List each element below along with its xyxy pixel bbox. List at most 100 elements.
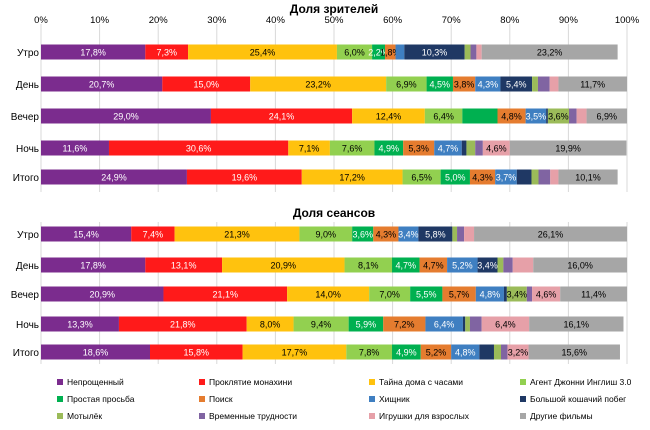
bar-segment [174,226,300,242]
bar-segment [506,286,527,302]
data-label: 19,9% [555,144,581,154]
data-label: 3,4% [398,230,419,240]
legend-label: Тайна дома с часами [379,377,463,387]
x-tick-label: 80% [500,15,520,26]
legend-swatch [57,413,63,419]
bar-segment [451,344,480,360]
bar-segment [531,169,539,185]
x-tick-label: 10% [90,15,110,26]
legend-label: Игрушки для взрослых [379,411,470,421]
data-label: 6,9% [396,80,417,90]
bar-segment [41,286,164,302]
bar-segment [462,108,498,124]
x-tick-label: 70% [442,15,462,26]
bar-segment [145,257,223,273]
data-label: 1,8% [380,48,401,58]
bar-segment [352,108,425,124]
data-label: 17,8% [80,261,106,271]
data-label: 5,9% [356,320,377,330]
bar-segment [464,226,475,242]
bar-segment [41,316,119,332]
legend-label: Непрощенный [67,377,124,387]
bar-segment [425,316,463,332]
bar-segment [529,316,624,332]
bar-segment [466,140,476,156]
bar-segment [558,76,627,92]
category-label: Ночь [16,320,39,331]
bar-segment [346,344,393,360]
data-label: 3,2% [508,348,529,358]
data-label: 4,6% [536,290,557,300]
bar-segment [503,257,513,273]
data-label: 3,4% [477,261,498,271]
data-label: 4,7% [396,261,417,271]
data-label: 30,6% [186,144,212,154]
data-label: 12,4% [376,112,402,122]
bar-segment [537,76,550,92]
legend-label: Простая просьба [67,394,135,404]
data-label: 6,5% [411,173,432,183]
data-label: 7,0% [379,290,400,300]
x-tick-label: 0% [34,15,48,26]
legend-swatch [199,379,205,385]
bar-segment [163,286,288,302]
bar-segment [352,226,374,242]
bar-segment [507,344,529,360]
bar-segment [386,76,427,92]
bar-segment [242,344,347,360]
bar-segment [576,108,587,124]
bar-segment [434,140,462,156]
legend-swatch [57,379,63,385]
data-label: 13,3% [67,320,93,330]
data-label: 4,8% [480,290,501,300]
data-label: 4,3% [472,173,493,183]
data-label: 21,8% [170,320,196,330]
category-label: Утро [17,230,39,241]
bar-segment [532,76,538,92]
data-label: 4,3% [376,230,397,240]
data-label: 7,6% [342,144,363,154]
bar-segment [497,108,526,124]
data-label: 10,1% [575,173,601,183]
data-label: 5,5% [416,290,437,300]
data-label: 6,9% [597,112,618,122]
category-label: День [16,261,39,272]
data-label: 5,8% [425,230,446,240]
bar-segment [526,286,533,302]
data-label: 7,4% [143,230,164,240]
bar-segment [162,76,251,92]
bar-segment [348,316,384,332]
data-label: 17,2% [339,173,365,183]
data-label: 5,3% [408,144,429,154]
bar-segment [558,169,618,185]
legend-swatch [520,413,526,419]
data-label: 25,4% [250,48,276,58]
bar-segment [549,76,559,92]
data-label: 15,8% [184,348,210,358]
bar-segment [108,140,289,156]
data-label: 6,0% [344,48,365,58]
bar-segment [560,286,627,302]
legend-swatch [520,396,526,402]
data-label: 5,2% [426,348,447,358]
bar-segment [222,257,345,273]
category-label: Вечер [11,112,40,123]
legend-label: Другие фильмы [530,411,593,421]
bar-segment [41,344,150,360]
bar-segment [301,169,403,185]
bar-segment [475,140,483,156]
bar-segment [533,257,627,273]
x-tick-label: 30% [207,15,227,26]
data-label: 5,0% [445,173,466,183]
bar-segment [374,140,404,156]
data-label: 16,1% [564,320,590,330]
data-label: 3,6% [352,230,373,240]
bar-segment [288,140,330,156]
legend-swatch [369,396,375,402]
data-label: 16,0% [567,261,593,271]
bar-segment [512,257,534,273]
legend-label: Большой кошачий побег [530,394,626,404]
data-label: 29,0% [113,112,139,122]
bar-segment [477,257,498,273]
